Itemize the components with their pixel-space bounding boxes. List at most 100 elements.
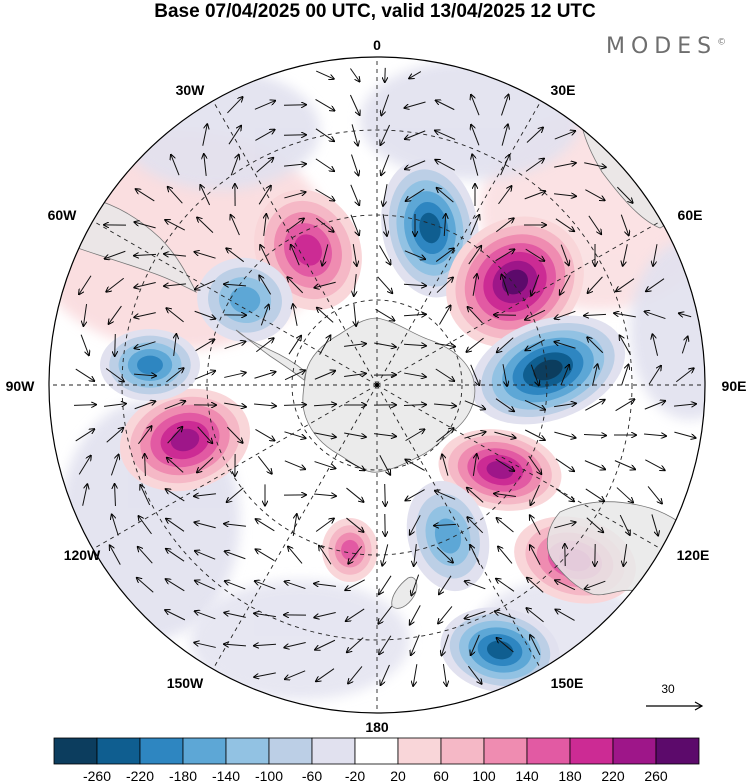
- colorbar-swatch: [268, 737, 313, 765]
- wind-arrow: [255, 429, 274, 440]
- wind-arrow: [166, 579, 185, 592]
- latitude-circle: [291, 299, 463, 471]
- wind-arrow: [314, 461, 336, 469]
- wind-arrow: [585, 189, 604, 201]
- wind-arrow: [377, 276, 393, 293]
- wind-arrow: [502, 275, 509, 296]
- wind-arrow: [554, 163, 576, 168]
- colorbar-swatch: [612, 737, 657, 765]
- wind-arrow: [194, 310, 216, 319]
- colorbar-tick-label: -180: [169, 768, 197, 783]
- meridian-line: [376, 384, 542, 670]
- wind-arrow: [471, 125, 480, 146]
- wind-arrow: [467, 517, 484, 534]
- wind-arrow: [439, 575, 452, 594]
- longitude-label: 60W: [48, 207, 78, 223]
- wind-arrow: [314, 584, 336, 587]
- wind-arrow: [465, 610, 486, 618]
- wind-arrow: [316, 217, 333, 232]
- colorbar-tick-label: -220: [126, 768, 154, 783]
- wind-arrow: [494, 315, 517, 316]
- wind-arrow: [442, 454, 449, 476]
- wind-arrow: [315, 188, 335, 200]
- wind-arrow: [530, 515, 541, 535]
- wind-arrow: [135, 341, 156, 349]
- wind-arrow: [134, 281, 156, 287]
- wind-arrow: [75, 429, 95, 442]
- wind-arrow: [525, 309, 546, 319]
- meridian-line: [376, 384, 662, 550]
- wind-arrow: [497, 518, 514, 533]
- wind-arrow: [194, 643, 216, 648]
- wind-arrow: [406, 188, 425, 201]
- wind-arrow: [496, 579, 515, 592]
- wind-arrow: [195, 581, 216, 590]
- wind-arrow: [106, 428, 124, 443]
- wind-arrow: [137, 578, 154, 593]
- wind-arrow: [554, 131, 575, 140]
- wind-arrow: [616, 487, 633, 503]
- wind-arrow: [444, 214, 446, 237]
- colorbar-tick-label: 100: [472, 768, 496, 783]
- wind-arrow: [352, 244, 356, 266]
- wind-arrow: [260, 305, 268, 326]
- wind-arrow: [526, 608, 544, 623]
- wind-arrow: [288, 547, 303, 564]
- colorbar-swatch: [53, 737, 98, 765]
- wind-arrow: [436, 428, 453, 443]
- wind-arrow: [375, 308, 395, 320]
- wind-arrow: [379, 245, 390, 264]
- wind-arrow: [254, 101, 275, 110]
- wind-arrow: [530, 545, 541, 565]
- anomaly-contour-band: [501, 269, 529, 295]
- wind-arrow: [674, 431, 695, 438]
- wind-arrow: [227, 97, 242, 114]
- wind-arrow: [105, 368, 124, 381]
- longitude-label: 90E: [722, 378, 747, 394]
- colorbar-tick-label: 260: [644, 768, 668, 783]
- wind-arrow: [285, 581, 306, 590]
- wind-arrow: [225, 581, 246, 590]
- wind-arrow: [585, 488, 604, 501]
- wind-arrow: [410, 515, 421, 534]
- wind-arrow: [292, 514, 296, 536]
- colorbar-tick-label: 60: [433, 768, 449, 783]
- wind-arrow: [256, 338, 273, 353]
- wind-arrow: [501, 124, 508, 146]
- anomaly-contour-band: [294, 234, 322, 266]
- wind-arrow: [525, 159, 544, 172]
- wind-arrow: [583, 434, 606, 435]
- wind-arrow: [348, 666, 363, 683]
- wind-arrow: [436, 277, 453, 293]
- wind-arrow: [409, 71, 422, 79]
- wind-arrow: [555, 610, 575, 621]
- colorbar-tick-label: -100: [255, 768, 283, 783]
- wind-arrow: [410, 605, 421, 624]
- anomaly-contour-band: [229, 286, 261, 314]
- wind-arrow: [494, 494, 516, 497]
- wind-arrow: [195, 611, 216, 620]
- wind-arrow: [528, 455, 542, 474]
- wind-arrow: [284, 164, 306, 166]
- wind-arrow: [443, 664, 446, 686]
- wind-arrow: [467, 488, 484, 503]
- colorbar-swatch: [655, 737, 700, 765]
- wind-arrow: [354, 274, 356, 296]
- wind-arrow: [588, 215, 601, 234]
- wind-arrow: [495, 218, 513, 233]
- wind-arrow: [226, 426, 242, 443]
- wind-arrow: [495, 611, 516, 620]
- wind-arrow: [653, 244, 658, 266]
- wind-arrow: [259, 276, 272, 295]
- wind-arrow: [256, 519, 275, 532]
- wind-arrow: [434, 524, 457, 525]
- wind-arrow: [592, 364, 598, 386]
- wind-arrow: [319, 546, 332, 565]
- wind-arrow: [555, 488, 574, 502]
- wind-arrow: [254, 644, 277, 645]
- wind-arrow: [134, 401, 156, 410]
- wind-arrow: [138, 516, 152, 535]
- wind-arrow: [314, 371, 335, 380]
- wind-arrow: [315, 128, 334, 141]
- wind-arrow: [646, 278, 665, 292]
